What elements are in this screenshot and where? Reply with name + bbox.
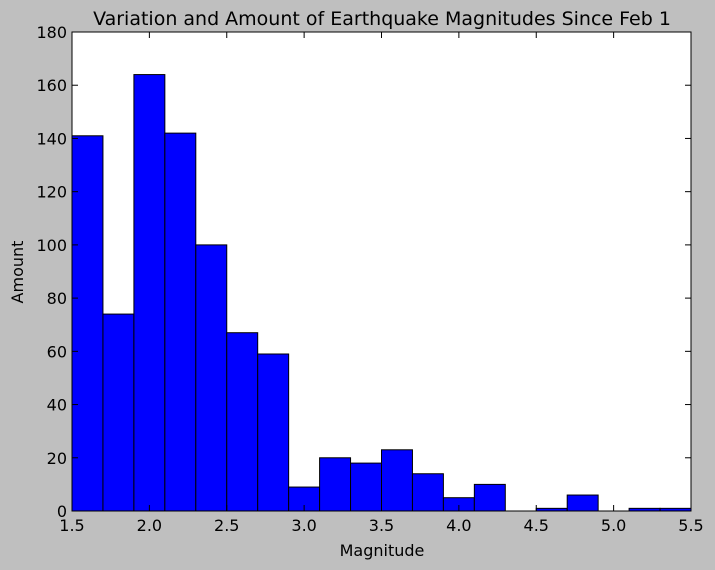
y-tick-label: 20 (47, 449, 67, 468)
bars-group (71, 74, 692, 512)
x-tick-label: 5.0 (601, 516, 626, 535)
histogram-bar (226, 332, 259, 512)
histogram-bar (257, 353, 290, 512)
x-tick-label: 2.5 (214, 516, 239, 535)
y-axis-label: Amount (8, 241, 27, 304)
histogram-bar (195, 244, 228, 512)
ticks-group: 1.5 2.0 2.5 3.0 3.5 4.0 4.5 5.0 5.5 0 20 40 60 80 100 1… (36, 23, 703, 535)
histogram-bar (319, 457, 352, 512)
x-tick-label: 5.5 (678, 516, 703, 535)
x-tick-label: 3.5 (369, 516, 394, 535)
y-tick-label: 60 (47, 342, 67, 361)
y-tick-label: 180 (36, 23, 67, 42)
y-tick-label: 0 (57, 502, 67, 521)
histogram-bar (381, 449, 413, 512)
histogram-bar (350, 462, 382, 512)
histogram-bar (102, 313, 135, 512)
x-tick-label: 4.0 (446, 516, 471, 535)
y-tick-label: 80 (47, 289, 67, 308)
x-axis-label: Magnitude (340, 541, 425, 560)
histogram-bar (473, 483, 506, 512)
histogram-bar (133, 74, 166, 512)
x-tick-label: 3.0 (291, 516, 316, 535)
plot-frame (71, 31, 692, 512)
y-tick-label: 40 (47, 396, 67, 415)
histogram-bar (411, 473, 444, 512)
chart-title: Variation and Amount of Earthquake Magni… (93, 8, 671, 30)
y-tick-label: 140 (36, 129, 67, 148)
x-tick-label: 2.0 (137, 516, 162, 535)
x-tick-label: 4.5 (524, 516, 549, 535)
x-tick-label: 1.5 (59, 516, 84, 535)
y-tick-label: 120 (36, 183, 67, 202)
y-tick-label: 100 (36, 236, 67, 255)
histogram-bar (566, 494, 599, 512)
histogram-bar (164, 132, 197, 512)
y-tick-label: 160 (36, 76, 67, 95)
histogram-bar (71, 135, 104, 512)
